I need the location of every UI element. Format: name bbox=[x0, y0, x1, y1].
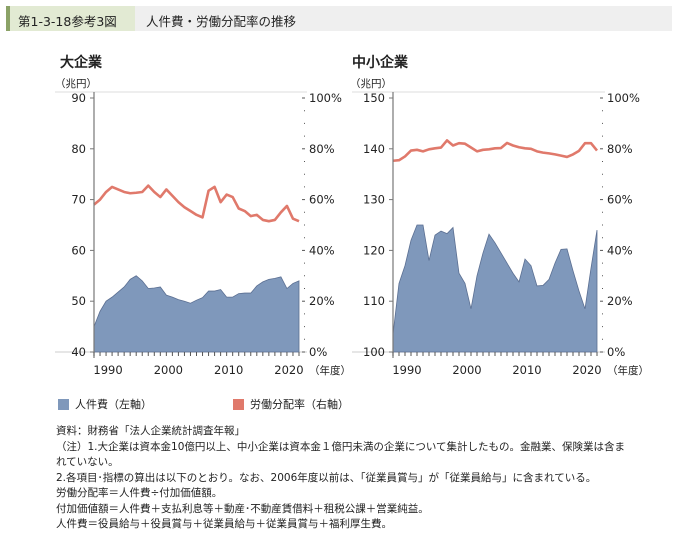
y2-tick-label: 40% bbox=[607, 243, 633, 257]
notes: 資料：財務省「法人企業統計調査年報」 （注）1.大企業は資本金10億円以上、中小… bbox=[56, 424, 656, 533]
labor-share-line bbox=[392, 139, 599, 163]
chart-title-large: 大企業 bbox=[60, 55, 102, 71]
x-tick-label: 1990 bbox=[392, 363, 421, 377]
legend-swatch-red bbox=[233, 398, 244, 410]
legend-label: 労働分配率（右軸） bbox=[250, 398, 349, 411]
x-axis-unit: （年度） bbox=[607, 364, 649, 377]
y2-tick-label: 0% bbox=[309, 345, 327, 359]
y-tick-label: 120 bbox=[363, 243, 385, 257]
labor-share-line bbox=[93, 184, 300, 223]
y2-tick-label: 60% bbox=[309, 193, 335, 207]
note-line: 人件費＝役員給与＋役員賞与＋従業員給与＋従業員賞与＋福利厚生費。 bbox=[56, 518, 392, 530]
note-line: 付加価値額＝人件費＋支払利息等＋動産･不動産賃借料＋租税公課＋営業純益。 bbox=[56, 502, 429, 515]
y-tick-label: 100 bbox=[363, 345, 385, 359]
figure-title: 人件費・労働分配率の推移 bbox=[146, 14, 297, 29]
y2-tick-label: 80% bbox=[607, 142, 633, 156]
x-tick-label: 2020 bbox=[274, 363, 303, 377]
y2-tick-label: 0% bbox=[607, 345, 625, 359]
y2-tick-label: 20% bbox=[607, 294, 633, 308]
x-tick-label: 2010 bbox=[214, 363, 243, 377]
legend-labor-share: 労働分配率（右軸） bbox=[233, 396, 349, 412]
x-tick-label: 2000 bbox=[154, 363, 183, 377]
y-tick-label: 50 bbox=[71, 294, 86, 308]
y-tick-label: 110 bbox=[363, 294, 385, 308]
y-tick-label: 80 bbox=[71, 142, 86, 156]
figure-number-tag bbox=[6, 6, 135, 31]
note-line: （注）1.大企業は資本金10億円以上、中小企業は資本金１億円未満の企業について集… bbox=[56, 440, 626, 453]
y-tick-label: 150 bbox=[363, 91, 385, 105]
figure-header: 第1-3-18参考3図 人件費・労働分配率の推移 bbox=[6, 6, 672, 31]
y2-tick-label: 100% bbox=[607, 91, 640, 105]
y2-tick-label: 20% bbox=[309, 294, 335, 308]
labor-cost-area bbox=[93, 275, 300, 353]
note-line: 労働分配率＝人件費÷付加価値額。 bbox=[56, 487, 223, 499]
y-unit-sme: （兆円） bbox=[350, 78, 392, 90]
y-tick-label: 130 bbox=[363, 193, 385, 207]
note-source: 資料：財務省「法人企業統計調査年報」 bbox=[56, 425, 245, 437]
y2-tick-label: 100% bbox=[309, 91, 342, 105]
y-tick-label: 70 bbox=[71, 193, 86, 207]
y2-tick-label: 80% bbox=[309, 142, 335, 156]
x-axis-unit: （年度） bbox=[309, 364, 351, 377]
note-line: 2.各項目･指標の算出は以下のとおり。なお、2006年度以前は、「従業員賞与」が… bbox=[56, 471, 597, 484]
legend-labor-cost: 人件費（左軸） bbox=[58, 396, 152, 412]
y-tick-label: 140 bbox=[363, 142, 385, 156]
y2-tick-label: 60% bbox=[607, 193, 633, 207]
figure-number: 第1-3-18参考3図 bbox=[18, 14, 117, 29]
chart-title-sme: 中小企業 bbox=[352, 55, 408, 71]
y-tick-label: 60 bbox=[71, 243, 86, 257]
y-unit-large: （兆円） bbox=[55, 78, 97, 90]
legend-label: 人件費（左軸） bbox=[75, 398, 152, 411]
y2-tick-label: 40% bbox=[309, 243, 335, 257]
labor-cost-area bbox=[392, 224, 598, 353]
x-tick-label: 1990 bbox=[93, 363, 122, 377]
y-tick-label: 90 bbox=[71, 91, 86, 105]
charts-svg: 40 50 60 70 80 90 0% 20% 40% 60% 80% 100% 1990 2000 20… bbox=[55, 91, 649, 377]
x-tick-label: 2010 bbox=[512, 363, 541, 377]
legend-swatch-blue bbox=[58, 398, 69, 410]
y-tick-label: 40 bbox=[71, 345, 86, 359]
note-line: れていない。 bbox=[56, 456, 119, 468]
x-tick-label: 2020 bbox=[572, 363, 601, 377]
x-tick-label: 2000 bbox=[452, 363, 481, 377]
